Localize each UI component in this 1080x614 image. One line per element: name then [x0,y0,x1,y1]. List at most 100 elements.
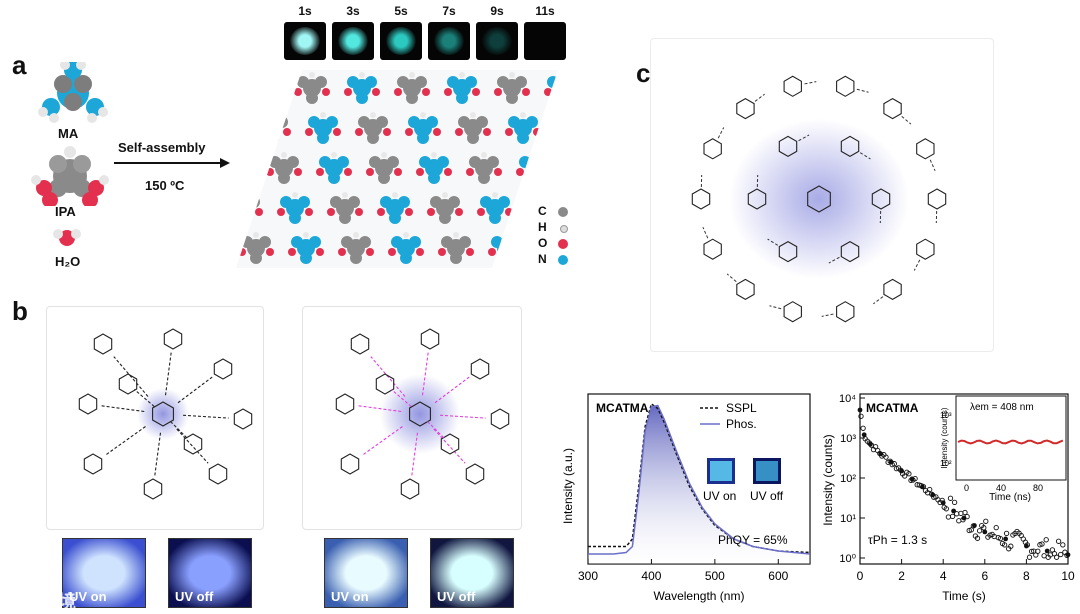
decay-point [878,451,884,457]
decay-point [962,509,968,516]
ipa-label: IPA [55,204,76,219]
ma-molecule [477,192,513,224]
hydrogen-bond [769,305,782,310]
ring [736,97,755,120]
supramolecular-network [650,38,994,352]
y-tick-label: 10⁴ [839,393,856,405]
ipa-molecule [327,192,363,224]
ring [703,238,722,260]
ring [465,463,485,485]
legend-swatch [558,239,568,249]
ring [871,188,891,210]
hydrogen-bond [717,127,725,139]
legend-phos: Phos. [726,417,757,431]
hydrogen-bond [154,432,162,476]
x-tick-label: 10 [1061,569,1075,583]
decay-point [927,486,933,493]
afterglow-timelapse: 1s 3s 5s 7s 9s 11s [280,0,570,64]
decay-point [1055,538,1062,544]
hydrogen-bond [177,376,213,404]
ring [213,358,233,380]
ma-molecule [377,192,413,224]
decay-point [993,524,999,531]
hydrogen-bond [433,428,466,464]
decay-point [909,476,915,482]
decay-point [976,528,983,534]
decay-point [1058,551,1064,558]
ring [691,188,711,210]
ring [703,138,722,160]
decay-point [945,514,952,520]
uv-photo-label: UV on [331,589,369,604]
ring [490,408,510,430]
decay-point [1035,548,1041,554]
uv-photo: UV on [324,538,408,608]
decay-point [1065,552,1071,558]
decay-point [1001,542,1008,548]
ring [440,433,460,455]
chart-title: MCATMA [866,401,919,415]
x-tick-label: 600 [768,569,788,583]
decay-point [951,508,956,514]
ring [778,240,798,263]
afterglow-tile [332,22,374,60]
ipa-molecule [427,192,463,224]
decay-point [1044,548,1050,554]
phos-area-fill [588,405,810,564]
hydrogen-bond-structure [78,328,253,500]
legend-symbol: N [538,252,547,266]
ma-molecule [444,72,480,104]
decay-point [1026,554,1033,560]
ring [783,301,802,323]
legend-symbol: C [538,204,547,218]
ring [836,301,855,323]
decay-point [1060,542,1066,548]
ring [778,135,798,158]
ring [927,188,947,210]
ma-molecule [405,112,441,144]
ma-molecule [344,72,380,104]
legend-sspl: SSPL [726,401,757,415]
emission-glow [380,374,460,454]
hydrogen-bond [929,159,936,171]
inset-x-tick: 0 [964,483,969,493]
inset-x-label: Time (ns) [989,492,1031,503]
ipa-molecule-model [31,146,109,206]
decay-point [972,523,977,528]
chart-title: MCATMA [596,401,649,415]
decay-point [858,413,864,419]
legend-swatch [558,207,568,217]
decay-point [974,535,981,541]
hbond-network-left [46,306,264,530]
ma-label: MA [58,126,79,141]
afterglow-tile [284,22,326,60]
inset-frame [955,395,1067,481]
ipa-molecule [355,112,391,144]
ipa-molecule [455,112,491,144]
hydrogen-bond-structure [691,75,947,323]
hydrogen-bond [133,388,155,407]
legend-swatch [560,225,568,233]
x-tick-label: 500 [705,569,725,583]
decay-point [1053,554,1060,560]
ma-molecule [277,192,313,224]
decay-point [1003,530,1010,537]
ma-molecule [305,112,341,144]
uv-photo-label: UV off [437,589,476,604]
decay-point [860,425,866,431]
inset-wavelength-label: λem = 408 nm [970,402,1034,413]
hydrogen-bond [767,238,779,246]
ring [118,373,138,395]
decay-point [951,499,958,506]
decay-point [983,518,989,524]
ring [183,433,203,455]
decay-point [940,500,946,506]
legend-symbol: O [538,236,548,250]
legend-swatch [558,255,568,265]
panel-c-label: c [636,58,651,88]
decay-point [930,492,936,498]
ring [83,453,103,475]
ring [916,238,935,260]
decay-point [1039,541,1045,547]
hydrogen-bond [439,414,486,419]
